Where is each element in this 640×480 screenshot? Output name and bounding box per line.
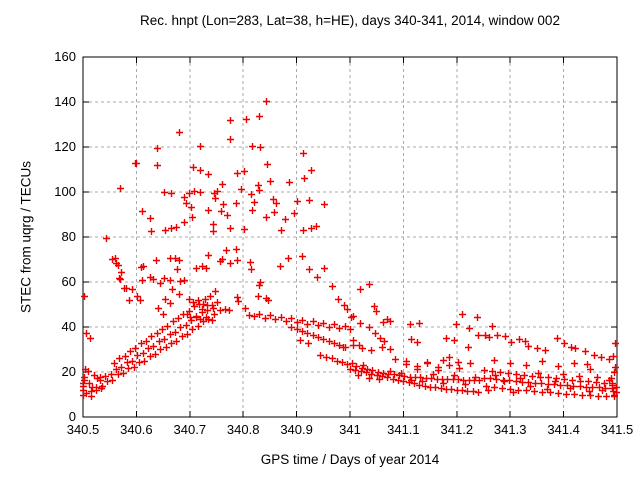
y-tick-label: 40 — [61, 319, 76, 334]
x-tick-label: 340.9 — [280, 422, 313, 437]
axis-tick-marks — [82, 56, 618, 418]
x-tick-label: 341.5 — [600, 422, 634, 437]
y-tick-label: 0 — [68, 409, 76, 424]
y-tick-label: 60 — [61, 274, 76, 289]
x-axis-title: GPS time / Days of year 2014 — [260, 452, 440, 467]
x-tick-label: 340.6 — [120, 422, 153, 437]
x-tick-label: 340.5 — [66, 422, 100, 437]
x-tick-label: 341.2 — [440, 422, 474, 437]
x-tick-label: 341.4 — [547, 422, 580, 437]
y-tick-label: 100 — [54, 184, 76, 199]
x-tick-label: 340.7 — [173, 422, 207, 437]
y-tick-label: 80 — [61, 229, 76, 244]
y-tick-label: 160 — [54, 49, 76, 64]
x-tick-label: 341.3 — [493, 422, 527, 437]
data-points — [80, 98, 620, 400]
y-tick-label: 120 — [54, 139, 76, 154]
y-tick-label: 140 — [54, 94, 76, 109]
x-tick-label: 341 — [339, 422, 361, 437]
chart-title: Rec. hnpt (Lon=283, Lat=38, h=HE), days … — [140, 13, 560, 28]
x-tick-label: 340.8 — [226, 422, 260, 437]
x-tick-label: 341.1 — [387, 422, 420, 437]
y-tick-label: 20 — [61, 364, 76, 379]
